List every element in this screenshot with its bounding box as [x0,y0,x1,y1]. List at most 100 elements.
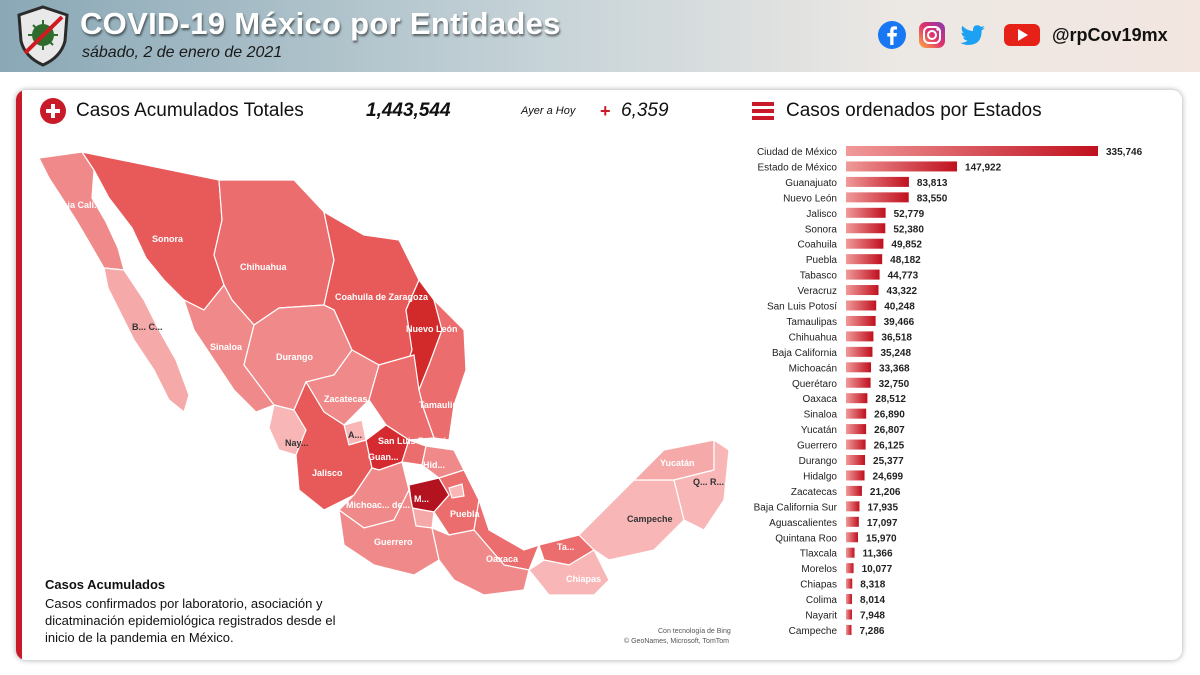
bar-value-label: 17,097 [867,518,898,529]
bar-value-label: 32,750 [879,379,910,390]
map-state-chiapas [528,549,610,595]
bar-category-label: Colima [806,595,838,606]
map-state-san-luis-potosi [368,354,435,441]
bar-category-label: Zacatecas [791,487,837,498]
map-label-michoacan: Michoac... de... [346,500,410,510]
bar-value-label: 83,813 [917,178,948,189]
map-credit-bing: Con tecnología de Bing [658,628,731,635]
bar [846,300,877,311]
bar-value-label: 25,377 [873,456,904,467]
bar-value-label: 52,380 [893,224,924,235]
bar [846,315,876,326]
bar [846,207,886,218]
map-label-guerrero: Guerrero [374,537,413,547]
bar [846,176,909,187]
facebook-icon[interactable] [877,20,907,50]
bar-category-label: Durango [799,456,838,467]
youtube-icon[interactable] [1003,20,1041,50]
bar-category-label: Baja California [772,348,837,359]
bar-value-label: 36,518 [881,332,912,343]
bar-value-label: 83,550 [917,193,948,204]
bar-value-label: 17,935 [867,502,898,513]
card-accent-strip [16,90,22,660]
bar-value-label: 44,773 [888,271,919,282]
bar-category-label: Aguascalientes [769,518,837,529]
bar-category-label: Puebla [806,255,838,266]
map-label-sinaloa: Sinaloa [210,342,243,352]
bar-value-label: 28,512 [875,394,906,405]
bar [846,393,868,404]
page-title: COVID-19 México por Entidades [80,6,561,41]
bar-value-label: 147,922 [965,162,1002,173]
bar-value-label: 40,248 [884,302,915,313]
bar [846,331,874,342]
map-label-tabasco: Ta... [557,542,574,552]
main-card: Casos Acumulados Totales 1,443,544 Ayer … [16,90,1182,660]
bar [846,362,872,373]
bar-category-label: Estado de México [758,162,838,173]
map-label-durango: Durango [276,352,314,362]
daily-delta-value: 6,359 [621,100,669,121]
bar-category-label: Michoacán [789,363,837,374]
map-label-chihuahua: Chihuahua [240,262,287,272]
bar [846,192,909,203]
bar-value-label: 26,125 [874,441,905,452]
bar-category-label: Querétaro [792,379,837,390]
twitter-icon[interactable] [957,20,987,50]
bar-value-label: 15,970 [866,533,897,544]
bar-category-label: Guerrero [797,441,837,452]
map-state-tlaxcala [448,483,465,499]
bar [846,594,853,605]
bar-value-label: 26,807 [874,425,905,436]
cases-bar-chart: Ciudad de México 335,746 Estado de México 1… [754,146,1143,637]
bar-value-label: 21,206 [870,487,901,498]
bar [846,146,1098,156]
map-label-hidalgo: Hid... [423,460,445,470]
bar-value-label: 7,286 [859,626,884,637]
bar-category-label: Guanajuato [785,178,837,189]
bar-value-label: 49,852 [891,240,922,251]
bar-category-label: Hidalgo [803,471,837,482]
bar-value-label: 26,890 [874,410,905,421]
map-label-campeche: Campeche [627,514,673,524]
bar-value-label: 39,466 [884,317,915,328]
bar [846,624,852,635]
bar-category-label: Chiapas [800,580,837,591]
social-handle[interactable]: @rpCov19mx [1052,25,1168,45]
map-label-puebla: Puebla [450,509,481,519]
bar-value-label: 24,699 [873,471,904,482]
bar-value-label: 10,077 [862,564,893,575]
map-label-coahuila: Coahuila de Zaragoza [335,292,429,302]
bar-value-label: 11,366 [863,549,893,560]
bar [846,455,866,465]
map-label-veracruz: V... d... [482,498,510,508]
list-bars-icon [752,102,774,120]
bar-category-label: Ciudad de México [757,147,837,158]
bar-category-label: Nuevo León [783,193,837,204]
bar-category-label: Veracruz [798,286,837,297]
bar [846,578,853,589]
map-label-quintana-roo: Q... R... [693,477,724,487]
map-label-oaxaca: Oaxaca [486,554,519,564]
bar [846,547,855,558]
bar-category-label: Sinaloa [804,410,838,421]
report-date: sábado, 2 de enero de 2021 [82,44,283,61]
map-label-sonora: Sonora [152,234,184,244]
bar [846,501,860,512]
ranking-title: Casos ordenados por Estados [786,100,1042,121]
map-label-baja-california: Baja Cali... [56,200,102,210]
bar [846,254,883,265]
map-label-slp: San Luis Potosí [378,436,446,446]
bar-category-label: Nayarit [805,611,837,622]
map-label-bcs: B... C... [132,322,163,332]
bar [846,238,884,249]
bar [846,470,865,481]
map-label-guanajuato: Guan... [368,452,399,462]
instagram-icon[interactable] [917,20,947,50]
legend-title: Casos Acumulados [45,577,166,592]
bar-value-label: 8,318 [860,580,885,591]
bar [846,485,862,496]
map-state-quintana-roo [673,438,730,531]
map-label-aguascalientes: A... [348,430,362,440]
bar [846,285,879,296]
